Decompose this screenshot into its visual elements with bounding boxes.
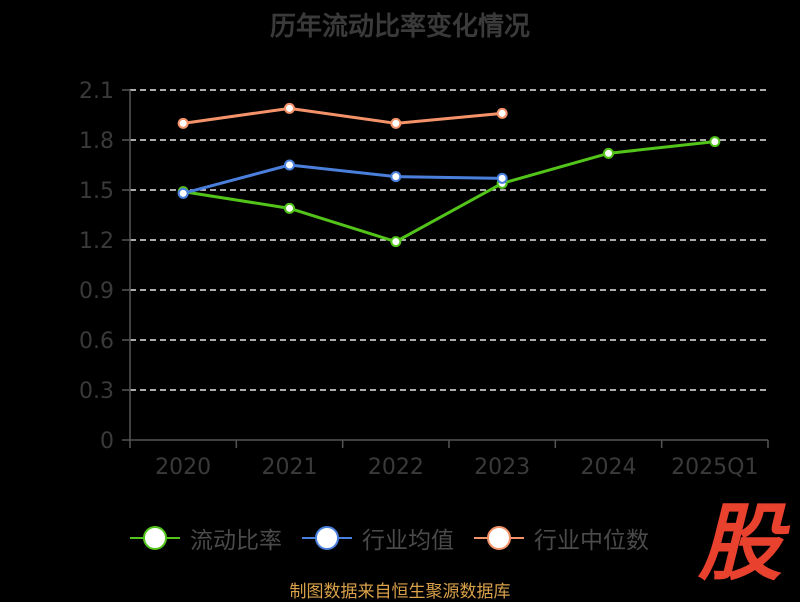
data-point — [284, 202, 295, 214]
data-point — [390, 117, 402, 129]
legend-marker-industry-median — [474, 526, 524, 550]
data-point — [177, 117, 189, 129]
y-tick-label: 1.8 — [79, 129, 114, 154]
series-line-2 — [182, 106, 503, 125]
series-line-1 — [182, 163, 503, 195]
legend-label: 行业中位数 — [534, 528, 649, 554]
data-point — [709, 136, 721, 148]
data-point — [390, 171, 402, 183]
y-tick-label: 1.5 — [79, 179, 114, 204]
legend-label: 流动比率 — [190, 528, 282, 554]
x-tick-label: 2020 — [155, 455, 211, 480]
data-point — [177, 187, 189, 199]
legend-label: 行业均值 — [362, 528, 454, 554]
y-tick-label: 0.3 — [79, 379, 114, 404]
x-tick-label: 2021 — [262, 455, 318, 480]
y-tick-label: 0.6 — [79, 329, 114, 354]
brand-logo: 股 — [697, 494, 782, 592]
legend-marker-industry-mean — [302, 526, 352, 550]
data-point — [496, 172, 508, 184]
y-tick-label: 2.1 — [79, 79, 114, 104]
data-point — [603, 147, 614, 159]
data-point — [284, 159, 295, 171]
x-tick-label: 2023 — [474, 455, 530, 480]
legend-item-industry-median[interactable]: 行业中位数 — [474, 521, 649, 555]
data-point — [496, 107, 508, 119]
x-tick-label: 2022 — [368, 455, 424, 480]
chart-title: 历年流动比率变化情况 — [269, 12, 530, 42]
legend-marker-current-ratio — [130, 526, 180, 550]
y-tick-label: 0.9 — [79, 279, 114, 304]
legend-item-current-ratio[interactable]: 流动比率 — [130, 521, 282, 555]
data-point — [390, 236, 402, 248]
legend-item-industry-mean[interactable]: 行业均值 — [302, 521, 454, 555]
x-tick-label: 2025Q1 — [671, 455, 758, 480]
x-tick-label: 2024 — [581, 455, 637, 480]
legend: 流动比率 行业均值 行业中位数 — [130, 518, 669, 558]
series-line-0 — [182, 140, 715, 244]
y-tick-label: 0 — [100, 429, 114, 454]
y-tick-label: 1.2 — [79, 229, 114, 254]
data-point — [284, 102, 295, 114]
data-source-note: 制图数据来自恒生聚源数据库 — [289, 582, 511, 602]
